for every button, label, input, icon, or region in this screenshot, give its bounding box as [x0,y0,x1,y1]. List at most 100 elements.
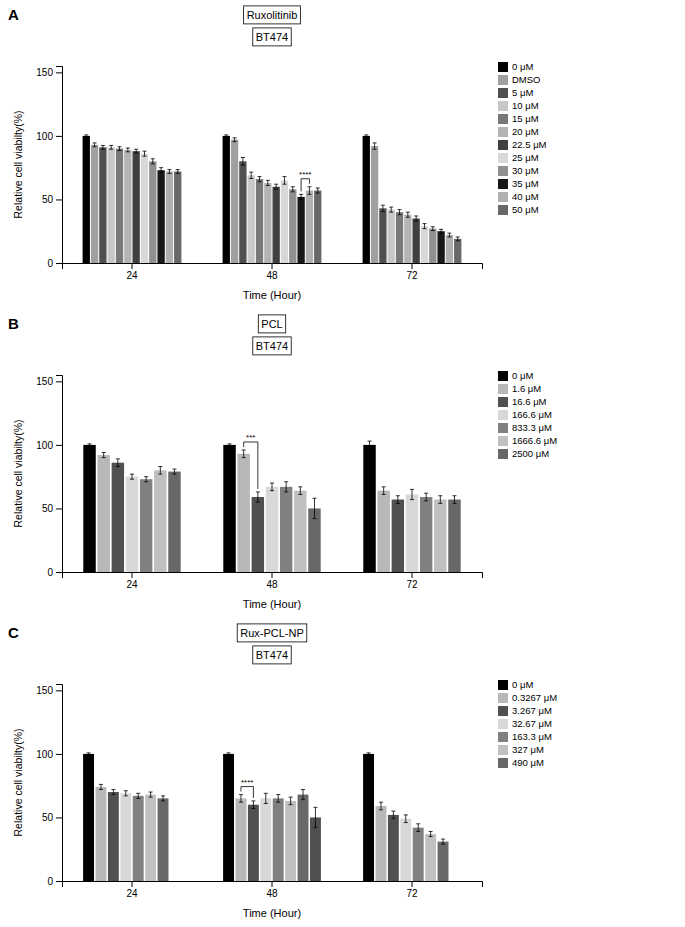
bar [273,798,284,881]
error-bar [102,453,106,458]
chart-container: 050100150244872Time (Hour)Relative cell … [0,0,685,927]
legend-label: 16.6 μM [512,396,547,407]
legend-item: 0 μM [498,679,533,690]
x-tick-mark [272,263,273,269]
legend: 0 μM0.3267 μM3.267 μM32.67 μM163.3 μM327… [498,679,557,768]
x-axis: 244872 [63,572,483,590]
bar [376,806,387,881]
significance-label: *** [246,433,255,442]
bar [363,754,374,881]
legend-label: 30 μM [512,165,539,176]
bar [379,208,386,263]
y-axis: 050100150 [36,685,62,887]
x-tick-mark [132,572,133,578]
bar [420,497,432,572]
bar [314,191,321,263]
y-tick-label: 0 [47,567,53,578]
error-bar [233,138,237,142]
y-tick-label: 50 [42,194,54,205]
bar [425,834,436,881]
title: PCL [258,315,285,333]
subtitle-text: BT474 [256,340,288,352]
bar-series [120,791,411,881]
x-tick-mark [272,572,273,578]
x-tick: 48 [266,263,278,281]
legend-swatch [498,436,508,446]
y-tick-mark [56,445,62,446]
legend-item: 2500 μM [498,448,549,459]
error-bar [422,224,426,229]
bar [174,171,181,263]
significance-bracket [244,442,258,489]
bar [133,796,144,881]
y-tick-label: 100 [36,749,53,760]
legend-swatch [498,88,508,98]
legend-label: 1.6 μM [512,383,541,394]
legend-item: 22.5 μM [498,139,547,150]
error-bar [224,135,228,137]
error-bar [456,237,460,241]
error-bar [116,459,120,467]
bar-series [108,789,399,881]
bar-series [157,168,444,263]
legend-label: 3.267 μM [512,705,552,716]
error-bar [373,143,377,149]
y-tick-mark [56,754,62,755]
y-tick-mark [56,817,62,818]
bar [83,445,95,572]
bar [166,171,173,263]
error-bar [228,444,232,446]
error-bar [424,493,428,501]
bar [388,210,395,263]
y-tick-mark [56,381,62,382]
x-axis-title: Time (Hour) [243,598,301,610]
error-bar [391,811,395,819]
legend-item: 30 μM [498,165,539,176]
error-bar [239,795,243,803]
error-bar [270,483,274,491]
error-bar [404,815,408,823]
error-bar [416,824,420,832]
legend-label: 163.3 μM [512,731,552,742]
y-tick: 100 [36,131,62,142]
bar [285,801,296,881]
legend-swatch [498,179,508,189]
title: Ruxolitinib [244,6,301,24]
x-tick: 24 [126,572,138,590]
y-tick: 50 [42,194,62,205]
error-bar [274,184,278,189]
bar-series [174,170,461,263]
legend-label: 2500 μM [512,448,549,459]
bar-series [83,753,374,881]
bar-series [141,151,428,263]
legend-label: 0 μM [512,61,533,72]
bar [306,191,313,263]
legend-item: 1.6 μM [498,383,541,394]
bar [252,497,264,572]
error-bar [264,793,268,803]
error-bar [289,797,293,805]
bar [412,219,419,263]
legend-item: 25 μM [498,152,539,163]
bar [437,231,444,263]
bar-series [145,792,436,881]
error-bar [406,212,410,217]
subtitle-box [253,646,291,664]
y-tick: 150 [36,685,62,696]
bar [83,754,94,881]
panel: 050100150244872Time (Hour)Relative cell … [8,624,557,919]
error-bar [101,145,105,149]
legend-item: 1666.6 μM [498,435,557,446]
legend-item: 40 μM [498,191,539,202]
error-bar [109,145,113,149]
y-tick-mark [56,136,62,137]
legend-swatch [498,758,508,768]
title-box [237,624,307,642]
y-axis: 050100150 [36,376,62,578]
bar [298,795,309,881]
bar [239,161,246,263]
bar-series [91,138,378,263]
y-tick-label: 50 [42,812,54,823]
bars [83,753,448,881]
bars [83,441,460,572]
